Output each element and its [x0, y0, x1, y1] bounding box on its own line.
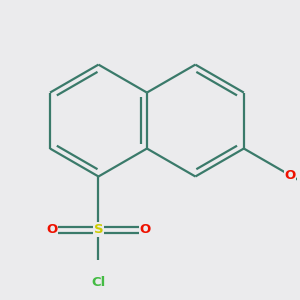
Text: Cl: Cl — [91, 276, 106, 289]
Text: O: O — [284, 169, 296, 182]
Text: O: O — [140, 223, 151, 236]
Text: O: O — [46, 223, 57, 236]
Text: S: S — [94, 223, 103, 236]
